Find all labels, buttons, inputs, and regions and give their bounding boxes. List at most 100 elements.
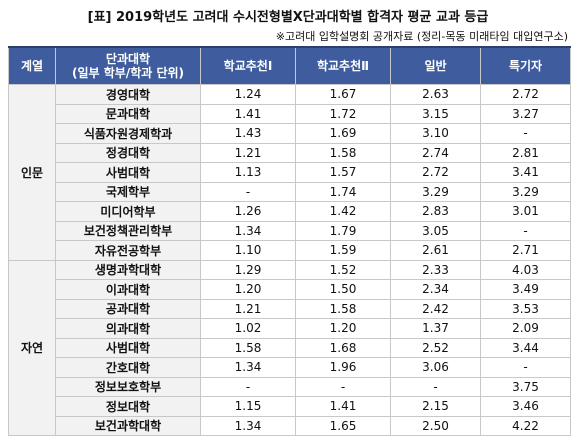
dept-cell: 보건과학대학 — [55, 415, 201, 436]
grade-cell: 1.13 — [200, 162, 296, 183]
grade-cell: 2.42 — [390, 298, 481, 319]
grade-cell: - — [480, 123, 571, 144]
column-header: 학교추천Ⅰ — [200, 46, 296, 85]
grade-cell: - — [480, 357, 571, 378]
grade-cell: 2.72 — [390, 162, 481, 183]
grade-cell: 1.58 — [295, 298, 391, 319]
table-row: 이과대학 1.20 1.50 2.34 3.49 — [9, 279, 571, 300]
grade-cell: 2.83 — [390, 201, 481, 222]
grade-cell: 3.75 — [480, 376, 571, 397]
grade-cell: 1.21 — [200, 142, 296, 163]
table-row: 사범대학 1.13 1.57 2.72 3.41 — [9, 162, 571, 183]
header-row: 계열 단과대학 (일부 학부/학과 단위) 학교추천Ⅰ 학교추천Ⅱ 일반 특기자 — [8, 46, 571, 85]
grade-cell: - — [390, 376, 481, 397]
grade-cell: 3.53 — [480, 298, 571, 319]
grade-cell: - — [295, 376, 391, 397]
column-header: 특기자 — [480, 46, 571, 85]
table-row: 정경대학 1.21 1.58 2.74 2.81 — [9, 142, 571, 163]
grade-cell: 1.74 — [295, 181, 391, 202]
grade-cell: 1.26 — [200, 201, 296, 222]
group-cell: 자연 — [8, 259, 56, 436]
grade-cell: 3.05 — [390, 220, 481, 241]
table-row: 미디어학부 1.26 1.42 2.83 3.01 — [9, 201, 571, 222]
grade-cell: 3.29 — [390, 181, 481, 202]
dept-cell: 문과대학 — [55, 103, 201, 124]
grade-cell: 3.06 — [390, 357, 481, 378]
grade-cell: 1.96 — [295, 357, 391, 378]
grade-cell: 3.41 — [480, 162, 571, 183]
table-row: 의과대학 1.02 1.20 1.37 2.09 — [9, 318, 571, 339]
dept-cell: 사범대학 — [55, 337, 201, 358]
column-header: 일반 — [390, 46, 481, 85]
grade-cell: 1.69 — [295, 123, 391, 144]
table-row: 간호대학 1.34 1.96 3.06- — [9, 357, 571, 378]
grade-cell: 2.33 — [390, 259, 481, 280]
grade-cell: 1.58 — [295, 142, 391, 163]
grade-cell: - — [200, 376, 296, 397]
grade-cell: 2.50 — [390, 415, 481, 436]
grade-cell: 1.52 — [295, 259, 391, 280]
dept-cell: 정보보호학부 — [55, 376, 201, 397]
table-row: 공과대학 1.21 1.58 2.42 3.53 — [9, 298, 571, 319]
grade-cell: 1.41 — [200, 103, 296, 124]
grade-cell: - — [200, 181, 296, 202]
column-header-line: 단과대학 — [105, 52, 151, 66]
dept-cell: 간호대학 — [55, 357, 201, 378]
grade-cell: 1.15 — [200, 396, 296, 417]
grade-cell: 3.10 — [390, 123, 481, 144]
dept-cell: 경영대학 — [55, 84, 201, 105]
grade-cell: 1.20 — [295, 318, 391, 339]
grade-cell: 2.09 — [480, 318, 571, 339]
grade-cell: 1.34 — [200, 220, 296, 241]
grade-cell: 1.67 — [295, 84, 391, 105]
column-header: 학교추천Ⅱ — [295, 46, 391, 85]
grade-cell: 3.29 — [480, 181, 571, 202]
grade-cell: 1.34 — [200, 357, 296, 378]
grade-cell: 1.37 — [390, 318, 481, 339]
grade-cell: 2.63 — [390, 84, 481, 105]
column-header: 단과대학 (일부 학부/학과 단위) — [55, 46, 201, 85]
dept-cell: 식품자원경제학과 — [55, 123, 201, 144]
grade-cell: 1.34 — [200, 415, 296, 436]
table-row: 보건과학대학 1.34 1.65 2.50 4.22 — [9, 415, 571, 436]
grade-cell: 2.34 — [390, 279, 481, 300]
dept-cell: 정보대학 — [55, 396, 201, 417]
grade-cell: 2.61 — [390, 240, 481, 261]
subtitle: ※고려대 입학설명회 공개자료 (정리-목동 미래타임 대입연구소) — [275, 30, 568, 43]
grade-cell: 1.21 — [200, 298, 296, 319]
dept-cell: 국제학부 — [55, 181, 201, 202]
group-cell: 인문 — [8, 84, 56, 261]
grade-cell: 3.01 — [480, 201, 571, 222]
dept-cell: 미디어학부 — [55, 201, 201, 222]
grade-cell: 1.59 — [295, 240, 391, 261]
grade-table: 계열 단과대학 (일부 학부/학과 단위) 학교추천Ⅰ 학교추천Ⅱ 일반 특기자 인문 경영대… — [8, 46, 571, 436]
column-header-line: (일부 학부/학과 단위) — [71, 66, 185, 80]
table-row: 국제학부 -1.74 3.29 3.29 — [9, 181, 571, 202]
grade-cell: 1.57 — [295, 162, 391, 183]
table-row: 인문 경영대학 1.24 1.67 2.63 2.72 — [8, 84, 571, 261]
grade-cell: 2.71 — [480, 240, 571, 261]
dept-cell: 공과대학 — [55, 298, 201, 319]
grade-cell: 1.68 — [295, 337, 391, 358]
table-row: 자유전공학부 1.10 1.59 2.61 2.71 — [9, 240, 571, 261]
grade-cell: 1.20 — [200, 279, 296, 300]
grade-cell: 3.49 — [480, 279, 571, 300]
grade-cell: 1.58 — [200, 337, 296, 358]
grade-cell: 1.24 — [200, 84, 296, 105]
grade-cell: 1.79 — [295, 220, 391, 241]
grade-cell: 3.27 — [480, 103, 571, 124]
dept-cell: 보건정책관리학부 — [55, 220, 201, 241]
grade-cell: 1.42 — [295, 201, 391, 222]
grade-cell: 2.74 — [390, 142, 481, 163]
grade-cell: 1.72 — [295, 103, 391, 124]
table-row: 정보보호학부 - - -3.75 — [9, 376, 571, 397]
grade-cell: 1.02 — [200, 318, 296, 339]
dept-cell: 의과대학 — [55, 318, 201, 339]
grade-cell: 4.22 — [480, 415, 571, 436]
table-row: 자연 생명과학대학 1.29 1.52 2.33 4.03 — [8, 259, 571, 436]
grade-cell: 4.03 — [480, 259, 571, 280]
grade-cell: 2.52 — [390, 337, 481, 358]
title: [표] 2019학년도 고려대 수시전형별X단과대학별 합격자 평균 교과 등급 — [87, 10, 489, 25]
table-row: 정보대학 1.15 1.41 2.15 3.46 — [9, 396, 571, 417]
grade-cell: 2.72 — [480, 84, 571, 105]
